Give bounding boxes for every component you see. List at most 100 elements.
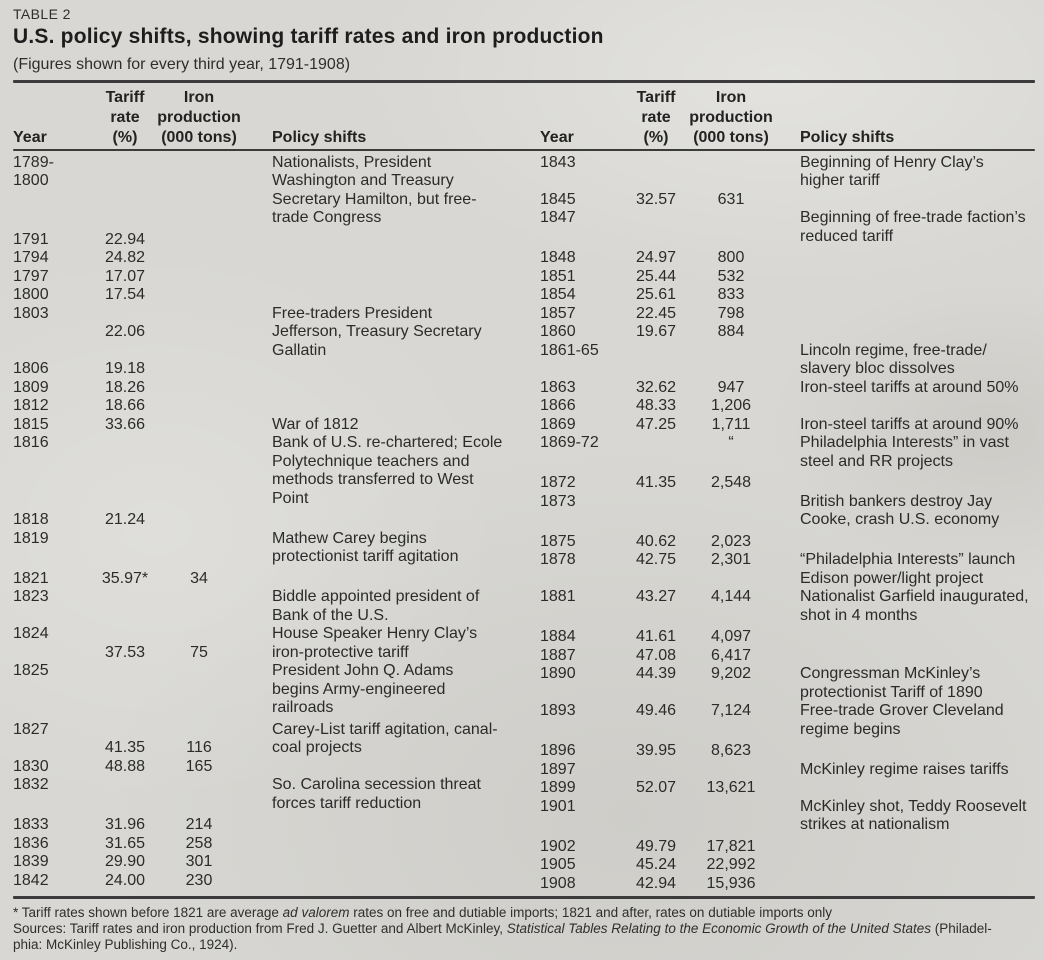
policy-shift-cell [774,742,1035,761]
policy-shift-cell [245,511,528,530]
tariff-rate-cell: 49.46 [635,702,677,719]
iron-production-cell: 884 [717,323,745,340]
iron-production-cell: 17,821 [706,837,756,855]
policy-shift-cell: Lincoln regime, free-trade/ [800,341,987,359]
iron-production-cell [153,721,245,740]
iron-production-cell: 13,621 [706,779,756,796]
policy-shift-cell [245,360,528,379]
year-cell: 1836 [13,834,49,852]
year-cell: 1832 [13,776,49,793]
table-row: 1816 Bank of U.S. re-chartered; Ecole [13,434,528,453]
year-cell: 1905 [540,856,576,873]
iron-production-cell [688,493,774,512]
right-table-body: 1843 Beginning of Henry Clay’s higher ta… [540,154,1035,894]
policy-shift-cell [245,853,528,872]
policy-shift-cell [774,647,1035,666]
policy-shift-cell: Washington and Treasury [272,172,454,189]
table-row: 1797 17.07 [13,268,528,287]
year-cell [540,684,624,703]
iron-production-cell: 7,124 [710,702,752,719]
table-number-label: TABLE 2 [13,6,71,22]
year-cell: 1818 [13,511,49,528]
table-row: 1905 45.24 22,992 [540,856,1035,875]
iron-production-cell: 4,144 [710,588,752,605]
policy-shift-cell: Biddle appointed president of [272,588,480,605]
policy-shift-cell: Congressman McKinley’s [800,665,981,682]
tariff-rate-cell [97,721,153,740]
tariff-rate-cell: 40.62 [635,532,677,550]
iron-production-cell [153,305,245,324]
tariff-rate-cell [97,471,153,490]
year-cell: 1821 [13,569,49,587]
tariff-rate-cell: 19.18 [104,360,146,377]
table-row: 1836 31.65 258 [13,835,528,854]
tariff-rate-cell: 17.07 [104,267,146,285]
year-cell [13,681,97,700]
table-row: 1869 47.25 1,711 Iron-steel tariffs at a… [540,416,1035,435]
year-cell: 1851 [540,267,576,285]
iron-production-cell [153,607,245,626]
iron-production-cell [153,588,245,607]
year-cell: 1794 [13,249,49,266]
iron-production-cell: 258 [185,834,213,852]
year-cell: 1896 [540,742,576,759]
policy-shift-cell [774,286,1035,305]
iron-production-cell: 800 [717,249,745,266]
iron-production-cell [688,360,774,379]
tariff-rate-cell [624,816,688,835]
policy-shift-cell: begins Army-engineered [272,680,446,698]
policy-shift-cell: Beginning of Henry Clay’s [800,153,984,171]
table-row: 1839 29.90 301 [13,853,528,872]
table-row: 1851 25.44 532 [540,268,1035,287]
iron-production-cell: 833 [717,286,745,303]
iron-production-cell [688,798,774,817]
table-row: 1847 Beginning of free-trade faction’s [540,209,1035,228]
year-cell: 1842 [13,871,49,889]
iron-production-cell: 34 [190,569,208,587]
table-row: 1824 House Speaker Henry Clay’s [13,625,528,644]
table-row: 1872 41.35 2,548 [540,474,1035,493]
tariff-rate-cell [97,209,153,228]
iron-production-cell: 1,711 [711,415,751,433]
tariff-rate-cell: 17.54 [104,286,146,303]
table-row: 1819 Mathew Carey begins [13,530,528,549]
tariff-rate-cell: 52.07 [635,779,677,796]
policy-shift-cell: reduced tariff [800,227,894,245]
table-row: 37.53 75 iron-protective tariff [13,644,528,663]
tariff-rate-cell: 21.24 [104,511,146,528]
year-cell: 1901 [540,797,576,815]
year-cell: 1869 [540,415,576,433]
iron-production-cell [153,360,245,379]
table-row: Secretary Hamilton, but free- [13,191,528,210]
tariff-rate-cell [97,625,153,644]
table-row: 1823 Biddle appointed president of [13,588,528,607]
table-row: 1873 British bankers destroy Jay [540,493,1035,512]
table-row: 1893 49.46 7,124 Free-trade Grover Cleve… [540,702,1035,721]
tariff-rate-cell: 47.08 [635,646,677,664]
year-cell: 1878 [540,551,576,568]
policy-shift-cell [774,397,1035,416]
year-cell: 1809 [13,378,49,396]
policy-shift-cell: Beginning of free-trade faction’s [800,209,1026,226]
policy-shift-cell: forces tariff reduction [272,794,422,812]
iron-production-cell: “ [728,434,734,451]
tariff-rate-cell: 22.94 [104,230,146,248]
tariff-rate-cell: 31.65 [104,834,146,852]
tariff-rate-cell [624,607,688,626]
tariff-rate-cell: 44.39 [635,665,677,682]
iron-production-cell [153,699,245,718]
table-row: Polytechnique teachers and [13,453,528,472]
table-row: 1861-65 Lincoln regime, free-trade/ [540,342,1035,361]
policy-shift-cell: Iron-steel tariffs at around 90% [800,415,1019,433]
policy-shift-cell [774,474,1035,493]
year-cell [13,644,97,663]
year-cell: 1830 [13,757,49,775]
tariff-rate-cell [624,453,688,472]
tariff-rate-cell: 22.06 [104,323,146,340]
iron-production-cell [153,379,245,398]
year-cell: 1881 [540,588,576,605]
table-row: 1842 24.00 230 [13,872,528,891]
iron-production-cell: 2,301 [710,551,752,568]
year-cell: 1873 [540,492,576,510]
